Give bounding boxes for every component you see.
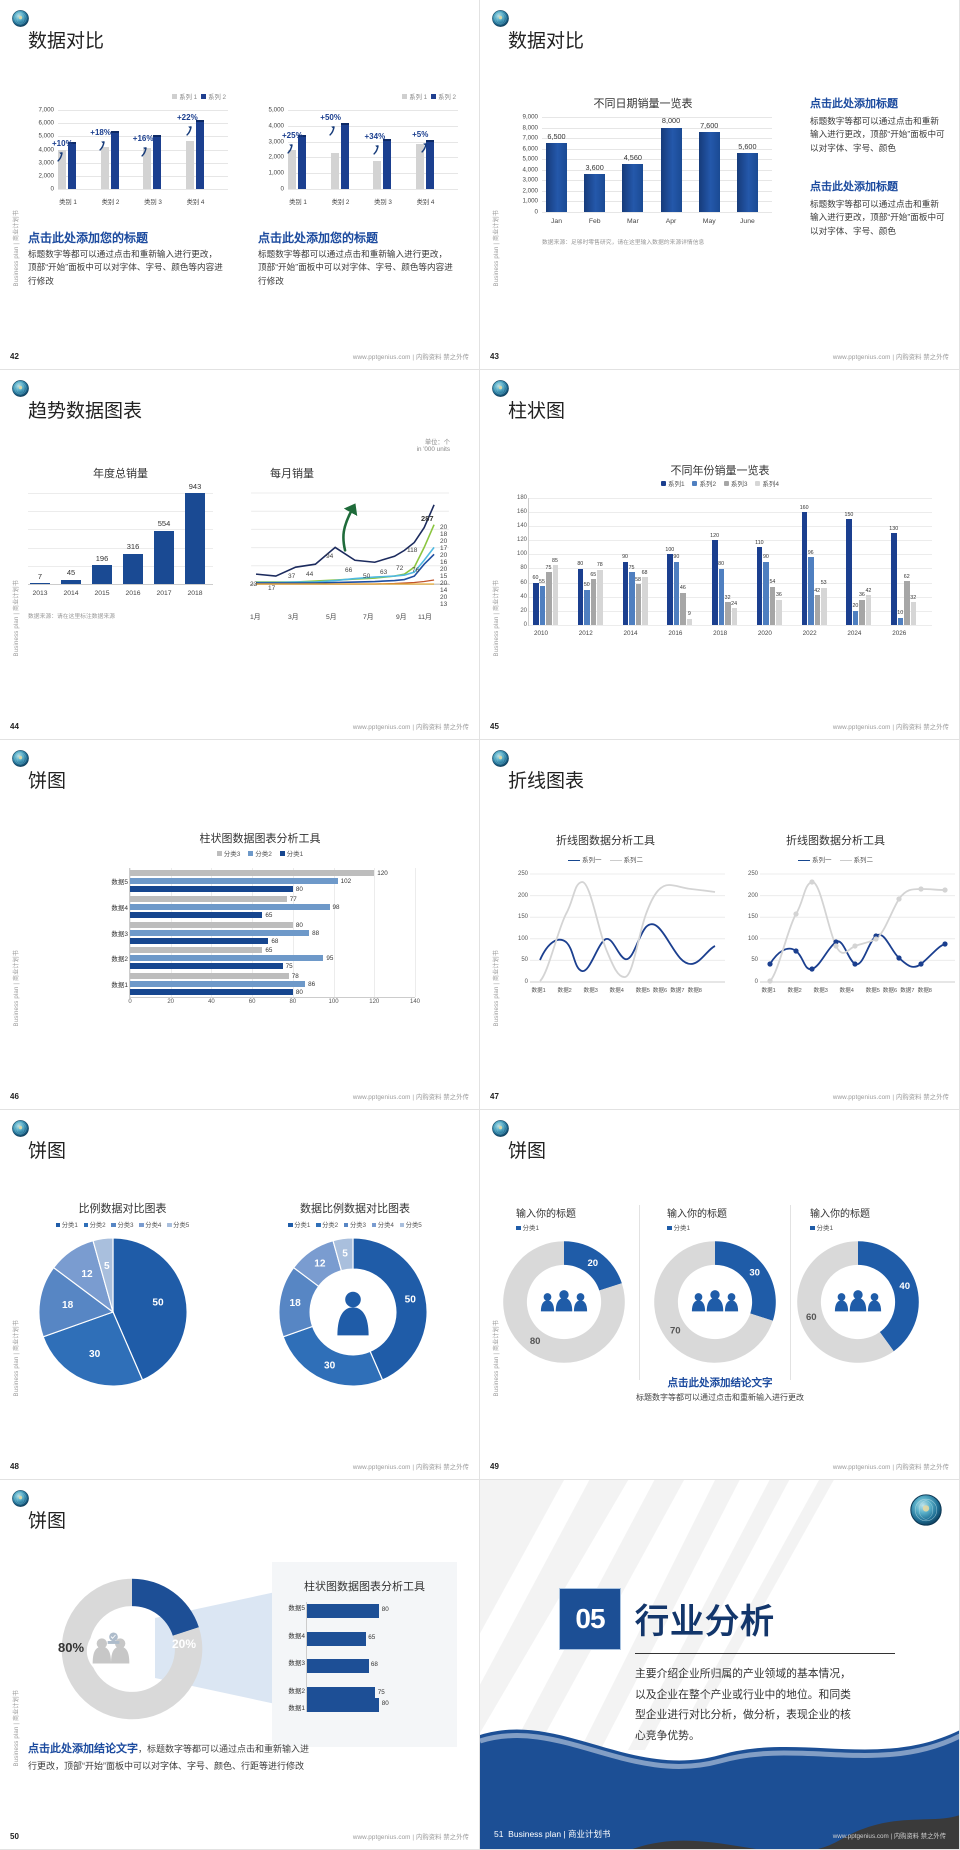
svg-text:5: 5: [342, 1249, 348, 1260]
svg-text:20: 20: [587, 1258, 598, 1269]
svg-text:80: 80: [530, 1336, 541, 1347]
svg-text:30: 30: [89, 1349, 101, 1360]
svg-text:70: 70: [670, 1325, 681, 1336]
svg-text:12: 12: [314, 1258, 326, 1269]
svg-text:50: 50: [152, 1297, 164, 1308]
svg-text:12: 12: [81, 1269, 93, 1280]
svg-text:30: 30: [749, 1268, 760, 1279]
svg-text:18: 18: [62, 1300, 74, 1311]
svg-text:50: 50: [405, 1295, 417, 1306]
svg-text:30: 30: [324, 1360, 336, 1371]
svg-text:60: 60: [806, 1312, 817, 1323]
svg-text:40: 40: [899, 1281, 910, 1292]
svg-text:5: 5: [104, 1261, 110, 1272]
svg-text:18: 18: [289, 1298, 301, 1309]
